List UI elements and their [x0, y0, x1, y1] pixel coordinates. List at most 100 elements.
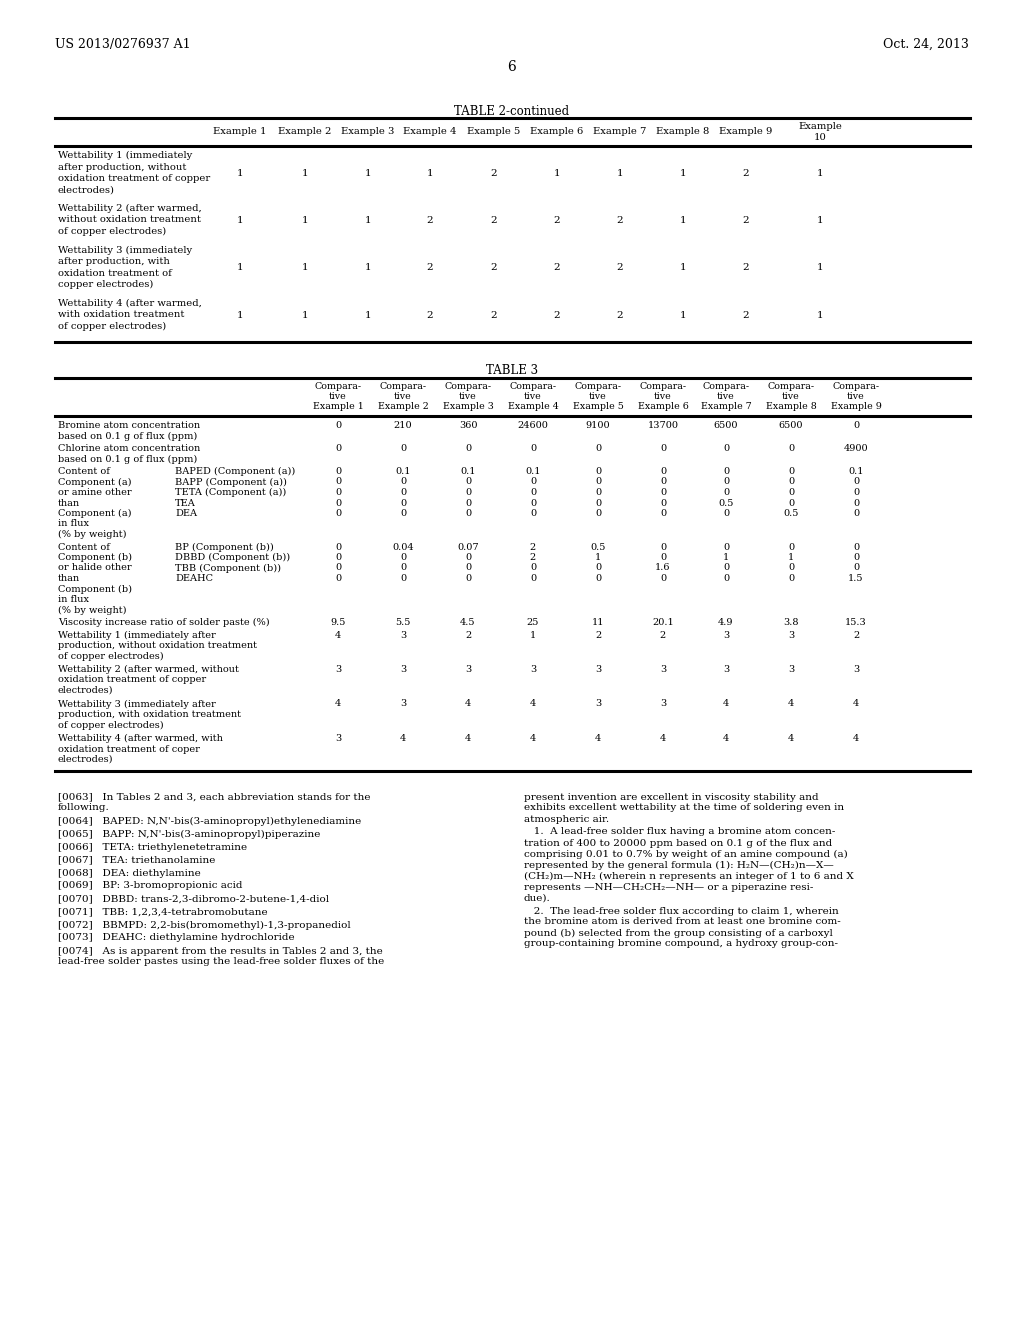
Text: Example 8: Example 8 [766, 403, 816, 411]
Text: [0070]   DBBD: trans-2,3-dibromo-2-butene-1,4-diol: [0070] DBBD: trans-2,3-dibromo-2-butene-… [58, 895, 329, 903]
Text: 3: 3 [787, 665, 795, 675]
Text: 0: 0 [723, 564, 729, 573]
Text: 13700: 13700 [647, 421, 679, 430]
Text: 6: 6 [508, 59, 516, 74]
Text: 6500: 6500 [778, 421, 803, 430]
Text: 1: 1 [365, 169, 372, 178]
Text: 2: 2 [427, 264, 433, 272]
Text: 4: 4 [853, 700, 859, 709]
Text: 0: 0 [530, 499, 536, 507]
Text: 2.  The lead-free solder flux according to claim 1, wherein: 2. The lead-free solder flux according t… [524, 907, 839, 916]
Text: 4.9: 4.9 [718, 618, 734, 627]
Text: Component (a): Component (a) [58, 478, 131, 487]
Text: or halide other: or halide other [58, 564, 132, 573]
Text: 2: 2 [529, 543, 537, 552]
Text: 4: 4 [529, 734, 537, 743]
Text: 0: 0 [853, 478, 859, 487]
Text: [0072]   BBMPD: 2,2-bis(bromomethyl)-1,3-propanediol: [0072] BBMPD: 2,2-bis(bromomethyl)-1,3-p… [58, 920, 351, 929]
Text: group-containing bromine compound, a hydroxy group-con-: group-containing bromine compound, a hyd… [524, 940, 838, 949]
Text: 1: 1 [427, 169, 433, 178]
Text: 1.6: 1.6 [655, 564, 671, 573]
Text: 0: 0 [787, 444, 794, 453]
Text: 0: 0 [595, 564, 601, 573]
Text: 1: 1 [680, 169, 686, 178]
Text: 0: 0 [787, 574, 794, 583]
Text: 0: 0 [595, 499, 601, 507]
Text: 0: 0 [659, 488, 666, 498]
Text: 0.5: 0.5 [718, 499, 733, 507]
Text: tive: tive [654, 392, 672, 401]
Text: 4: 4 [400, 734, 407, 743]
Text: 2: 2 [616, 216, 624, 226]
Text: electrodes): electrodes) [58, 686, 114, 696]
Text: BAPP (Component (a)): BAPP (Component (a)) [175, 478, 287, 487]
Text: Example 7: Example 7 [700, 403, 752, 411]
Text: 0: 0 [530, 444, 536, 453]
Text: 1.  A lead-free solder flux having a bromine atom concen-: 1. A lead-free solder flux having a brom… [524, 828, 836, 837]
Text: 1: 1 [365, 310, 372, 319]
Text: of copper electrodes): of copper electrodes) [58, 652, 164, 660]
Text: 0: 0 [659, 467, 666, 477]
Text: than: than [58, 499, 80, 507]
Text: 0: 0 [465, 510, 471, 517]
Text: atmospheric air.: atmospheric air. [524, 814, 609, 824]
Text: 1: 1 [680, 310, 686, 319]
Text: (% by weight): (% by weight) [58, 606, 127, 615]
Text: 0: 0 [530, 574, 536, 583]
Text: Example 1: Example 1 [213, 127, 266, 136]
Text: 0: 0 [787, 467, 794, 477]
Text: or amine other: or amine other [58, 488, 132, 498]
Text: 2: 2 [427, 216, 433, 226]
Text: copper electrodes): copper electrodes) [58, 280, 154, 289]
Text: TABLE 2-continued: TABLE 2-continued [455, 106, 569, 117]
Text: Content of: Content of [58, 467, 110, 477]
Text: 1: 1 [616, 169, 624, 178]
Text: 3: 3 [335, 734, 341, 743]
Text: pound (b) selected from the group consisting of a carboxyl: pound (b) selected from the group consis… [524, 928, 833, 937]
Text: 0.04: 0.04 [392, 543, 414, 552]
Text: 1: 1 [723, 553, 729, 562]
Text: Compara-: Compara- [380, 381, 427, 391]
Text: than: than [58, 574, 80, 583]
Text: 0: 0 [659, 510, 666, 517]
Text: 1: 1 [365, 264, 372, 272]
Text: 1: 1 [237, 169, 244, 178]
Text: 1: 1 [554, 169, 560, 178]
Text: production, without oxidation treatment: production, without oxidation treatment [58, 642, 257, 649]
Text: Example 8: Example 8 [656, 127, 710, 136]
Text: in flux: in flux [58, 595, 89, 605]
Text: 0: 0 [400, 444, 407, 453]
Text: tration of 400 to 20000 ppm based on 0.1 g of the flux and: tration of 400 to 20000 ppm based on 0.1… [524, 838, 833, 847]
Text: 0: 0 [400, 488, 407, 498]
Text: 9100: 9100 [586, 421, 610, 430]
Text: after production, without: after production, without [58, 162, 186, 172]
Text: the bromine atom is derived from at least one bromine com-: the bromine atom is derived from at leas… [524, 917, 841, 927]
Text: 0: 0 [400, 510, 407, 517]
Text: 0: 0 [335, 467, 341, 477]
Text: 1.5: 1.5 [848, 574, 864, 583]
Text: with oxidation treatment: with oxidation treatment [58, 310, 184, 319]
Text: 0: 0 [465, 499, 471, 507]
Text: production, with oxidation treatment: production, with oxidation treatment [58, 710, 241, 719]
Text: Example 3: Example 3 [341, 127, 394, 136]
Text: 0: 0 [335, 543, 341, 552]
Text: 3: 3 [723, 631, 729, 639]
Text: Example 1: Example 1 [312, 403, 364, 411]
Text: 0: 0 [335, 574, 341, 583]
Text: 0: 0 [723, 543, 729, 552]
Text: tive: tive [717, 392, 735, 401]
Text: 0: 0 [400, 564, 407, 573]
Text: 0: 0 [853, 488, 859, 498]
Text: [0065]   BAPP: N,N'-bis(3-aminopropyl)piperazine: [0065] BAPP: N,N'-bis(3-aminopropyl)pipe… [58, 829, 321, 838]
Text: 0: 0 [465, 574, 471, 583]
Text: 2: 2 [554, 216, 560, 226]
Text: 0: 0 [659, 444, 666, 453]
Text: 0.5: 0.5 [590, 543, 605, 552]
Text: Chlorine atom concentration: Chlorine atom concentration [58, 444, 201, 453]
Text: Example 4: Example 4 [403, 127, 457, 136]
Text: 0: 0 [335, 488, 341, 498]
Text: 2: 2 [742, 169, 750, 178]
Text: oxidation treatment of copper: oxidation treatment of copper [58, 676, 206, 685]
Text: 0: 0 [853, 499, 859, 507]
Text: following.: following. [58, 804, 110, 813]
